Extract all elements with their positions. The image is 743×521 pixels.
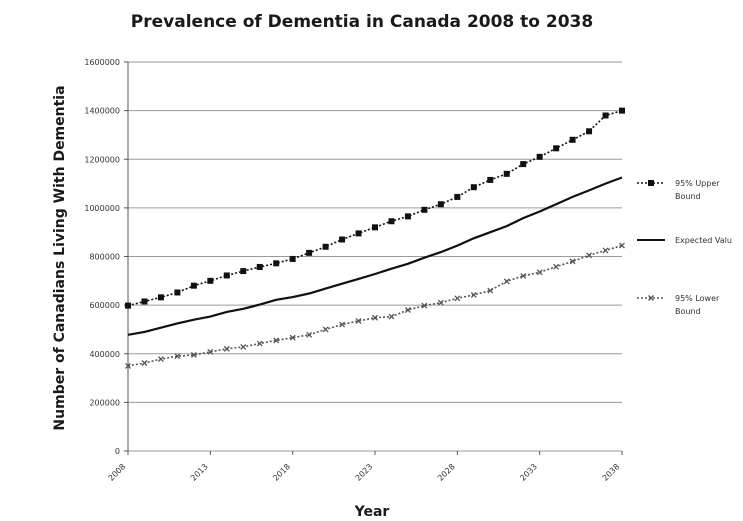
x-axis-title: Year — [354, 504, 390, 520]
data-point — [191, 283, 197, 289]
data-point — [273, 260, 279, 266]
data-point — [553, 145, 559, 151]
data-point — [520, 161, 526, 167]
data-point — [603, 248, 608, 253]
data-point — [504, 279, 509, 284]
data-point — [455, 296, 460, 301]
y-tick-label: 1600000 — [84, 58, 120, 67]
data-point — [603, 112, 609, 118]
legend-label: 95% Lower — [675, 294, 720, 303]
data-point — [323, 327, 328, 332]
legend-label: Bound — [675, 192, 701, 201]
x-tick-label: 2018 — [271, 462, 292, 483]
series-layer — [125, 108, 625, 369]
y-tick-label: 1200000 — [84, 155, 120, 164]
y-axis-ticks: 0 200000 400000 600000 800000 1000000 1200000 1… — [84, 58, 120, 456]
y-tick-label: 0 — [115, 447, 120, 456]
data-point — [471, 184, 477, 190]
data-point — [438, 201, 444, 207]
data-point — [554, 264, 559, 269]
data-point — [619, 108, 625, 114]
data-point — [290, 256, 296, 262]
y-tick-label: 600000 — [89, 301, 120, 310]
x-tick-label: 2013 — [189, 462, 210, 483]
data-point — [504, 171, 510, 177]
data-point — [586, 128, 592, 134]
data-point — [306, 250, 312, 256]
data-point — [141, 298, 147, 304]
data-point — [454, 194, 460, 200]
data-point — [158, 294, 164, 300]
data-point — [174, 289, 180, 295]
data-point — [224, 272, 230, 278]
data-point — [537, 154, 543, 160]
data-point — [240, 268, 246, 274]
grid — [124, 62, 622, 451]
data-point — [388, 218, 394, 224]
data-point — [323, 244, 329, 250]
x-tick-label: 2033 — [518, 462, 539, 483]
data-point — [421, 207, 427, 213]
legend: 95% Upper Bound Expected Valu 95% Lower Boun… — [637, 179, 732, 316]
x-tick-label: 2038 — [601, 462, 622, 483]
data-point — [241, 344, 246, 349]
x-tick-label: 2008 — [107, 462, 128, 483]
y-tick-label: 200000 — [89, 398, 120, 407]
y-tick-label: 1000000 — [84, 204, 120, 213]
x-axis-ticks: 2008 2013 2018 2023 2028 2033 2038 — [107, 451, 622, 483]
data-point — [570, 137, 576, 143]
data-point — [207, 278, 213, 284]
y-tick-label: 1400000 — [84, 107, 120, 116]
data-point — [257, 264, 263, 270]
data-point — [339, 236, 345, 242]
data-point — [487, 177, 493, 183]
legend-label: Expected Valu — [675, 236, 732, 245]
series-line-3 — [128, 246, 622, 366]
data-point — [356, 230, 362, 236]
data-point — [389, 314, 394, 319]
legend-marker — [648, 180, 654, 186]
data-point — [224, 346, 229, 351]
data-point — [158, 357, 163, 362]
y-tick-label: 400000 — [89, 350, 120, 359]
y-axis-title: Number of Canadians Living With Dementia — [52, 85, 68, 430]
data-point — [372, 224, 378, 230]
y-tick-label: 800000 — [89, 253, 120, 262]
data-point — [405, 213, 411, 219]
x-tick-label: 2023 — [354, 462, 375, 483]
data-point — [125, 303, 131, 309]
chart-title: Prevalence of Dementia in Canada 2008 to… — [131, 12, 593, 32]
legend-label: 95% Upper — [675, 179, 720, 188]
x-tick-label: 2028 — [436, 462, 457, 483]
legend-label: Bound — [675, 307, 701, 316]
data-point — [142, 360, 147, 365]
